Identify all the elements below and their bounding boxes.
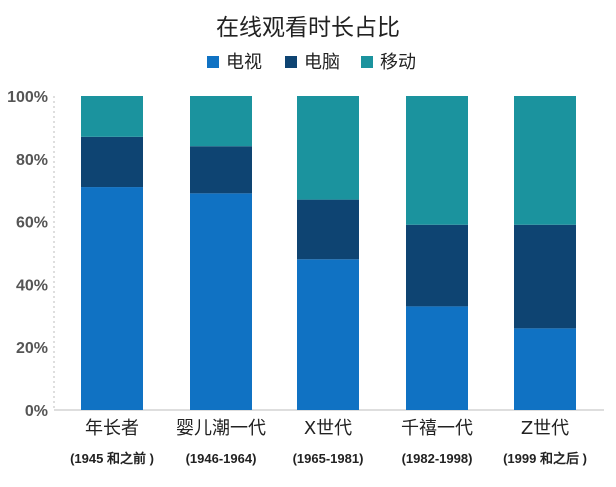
bar-segment	[406, 224, 468, 307]
bar-segment	[514, 96, 576, 225]
bar-segment	[81, 96, 143, 137]
chart-title: 在线观看时长占比	[216, 15, 400, 41]
x-tick-sublabel: (1946-1964)	[186, 451, 257, 466]
y-axis-ticks: 0% 20% 40% 60% 80% 100%	[7, 89, 48, 420]
legend-label-0: 电视	[226, 52, 262, 73]
legend-swatch-2	[361, 56, 373, 68]
bar-segment	[406, 306, 468, 410]
legend-swatch-0	[207, 56, 219, 68]
bar-segment	[190, 96, 252, 147]
x-tick-sublabel: (1999 和之后 )	[503, 451, 587, 466]
bar-segment	[297, 96, 359, 200]
y-tick-label: 60%	[16, 215, 48, 232]
x-tick-label: X世代	[304, 418, 352, 439]
x-tick-label: Z世代	[521, 418, 569, 439]
bar-segment	[190, 193, 252, 410]
x-tick-label: 年长者	[85, 418, 139, 439]
bar-segment	[514, 224, 576, 329]
y-tick-label: 40%	[16, 277, 48, 294]
legend-label-1: 电脑	[304, 52, 340, 73]
bar-segment	[297, 199, 359, 260]
y-tick-label: 20%	[16, 340, 48, 357]
x-tick-label: 婴儿潮一代	[176, 418, 266, 439]
bar-segment	[190, 146, 252, 194]
legend-swatch-1	[285, 56, 297, 68]
x-axis-labels: 年长者 (1945 和之前 ) 婴儿潮一代 (1946-1964) X世代 (1965-1…	[70, 418, 587, 466]
legend: 电视 电脑 移动	[207, 52, 416, 73]
y-tick-label: 100%	[7, 89, 48, 106]
legend-label-2: 移动	[380, 52, 416, 73]
bar-segment	[81, 187, 143, 410]
x-tick-sublabel: (1982-1998)	[402, 451, 473, 466]
x-tick-sublabel: (1965-1981)	[293, 451, 364, 466]
x-tick-label: 千禧一代	[401, 418, 473, 439]
y-tick-label: 0%	[25, 403, 48, 420]
bar-segment	[297, 259, 359, 410]
bar-segment	[514, 328, 576, 410]
y-tick-label: 80%	[16, 152, 48, 169]
bar-segment	[81, 136, 143, 188]
bar-segment	[406, 96, 468, 225]
bars	[81, 96, 576, 410]
x-tick-sublabel: (1945 和之前 )	[70, 451, 154, 466]
